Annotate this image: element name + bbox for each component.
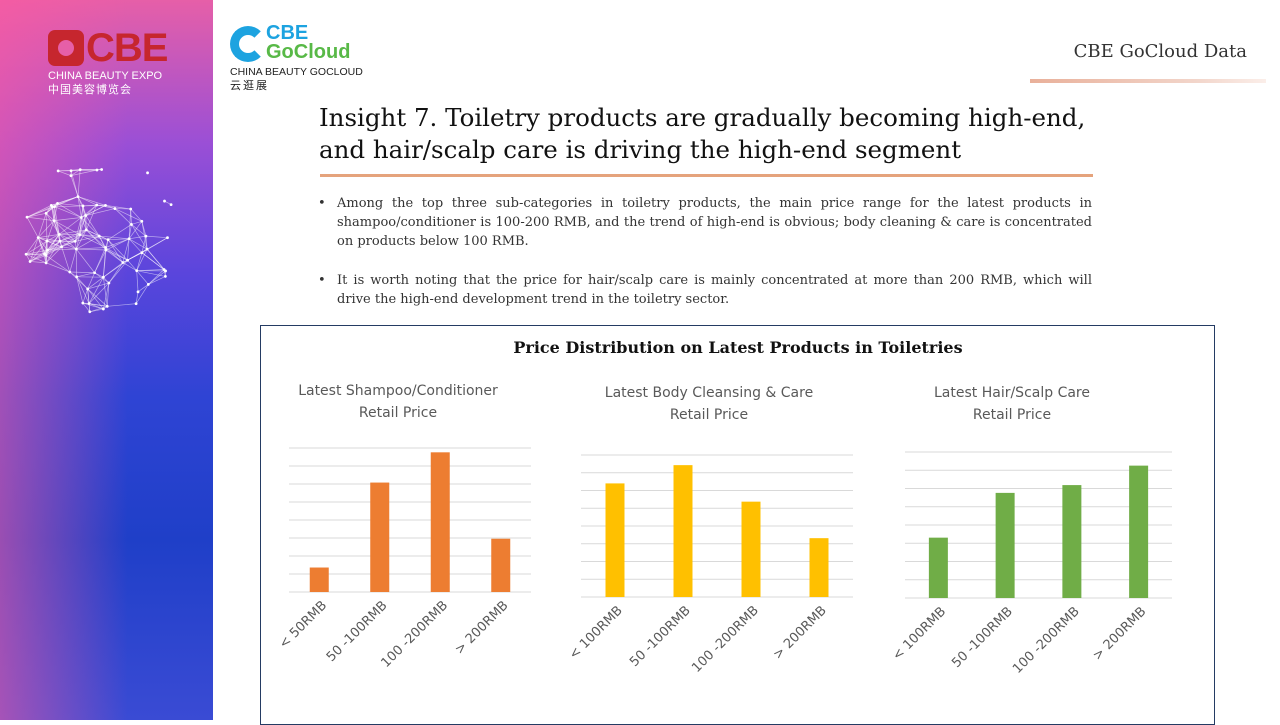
x-tick-label: > 200RMB <box>770 603 829 662</box>
bar <box>370 483 389 592</box>
x-tick-label: > 200RMB <box>1090 604 1149 663</box>
bar <box>606 483 625 597</box>
bar <box>742 502 761 597</box>
subchart-title: Latest Hair/Scalp Care <box>934 385 1090 401</box>
bar <box>1062 485 1081 598</box>
x-tick-label: < 50RMB <box>277 598 331 652</box>
x-tick-label: 100 -200RMB <box>689 603 762 676</box>
bar <box>674 465 693 597</box>
x-tick-label: < 100RMB <box>890 604 949 663</box>
x-tick-label: > 200RMB <box>452 598 511 657</box>
x-tick-label: 100 -200RMB <box>1010 604 1083 677</box>
subchart-title: Latest Body Cleansing & Care <box>605 385 813 401</box>
bar <box>996 493 1015 598</box>
subchart-title: Retail Price <box>359 405 437 421</box>
bar <box>1129 466 1148 598</box>
bar <box>310 568 329 592</box>
subchart-title: Retail Price <box>973 407 1051 423</box>
x-tick-label: < 100RMB <box>566 603 625 662</box>
bar <box>491 539 510 592</box>
bar <box>929 538 948 598</box>
bar <box>431 452 450 592</box>
bar <box>810 538 829 597</box>
x-tick-label: 50 -100RMB <box>627 603 694 670</box>
x-tick-label: 50 -100RMB <box>949 604 1016 671</box>
subchart-title: Latest Shampoo/Conditioner <box>298 383 498 399</box>
x-tick-label: 50 -100RMB <box>324 598 391 665</box>
subchart-title: Retail Price <box>670 407 748 423</box>
